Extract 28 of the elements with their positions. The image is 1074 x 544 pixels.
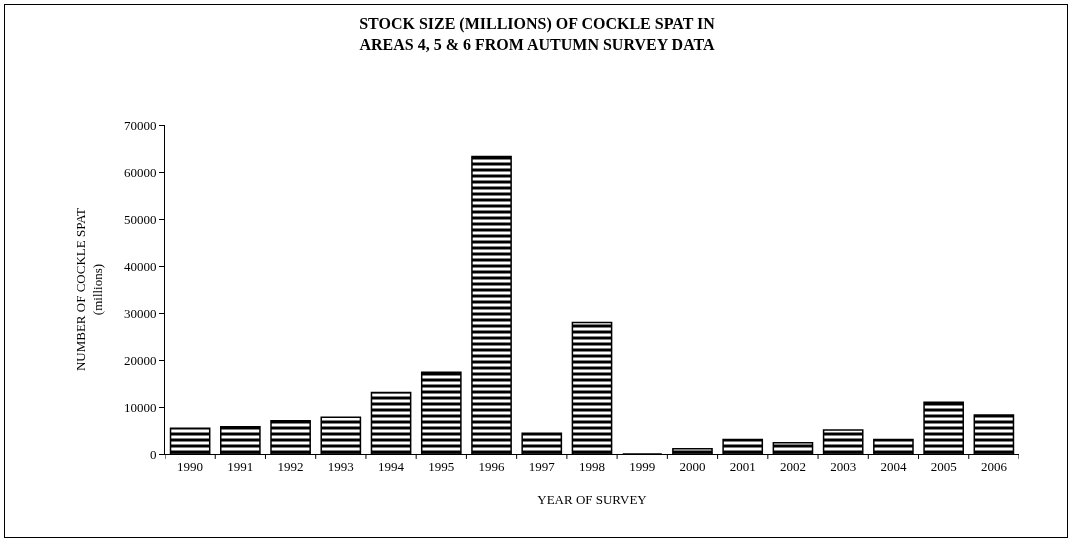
y-tick-label: 10000 [123,399,157,415]
x-tick-label: 1996 [478,458,506,474]
x-tick-label: 2000 [679,458,706,474]
x-tick-label: 1990 [177,458,204,474]
x-tick-label: 2004 [880,458,907,474]
x-tick-label: 2003 [830,458,857,474]
x-tick-label: 1991 [227,458,254,474]
x-tick-label: 2001 [729,458,756,474]
x-tick-label: 1999 [629,458,656,474]
x-tick-label: 1994 [378,458,405,474]
chart-title: STOCK SIZE (MILLIONS) OF COCKLE SPAT IN AREAS 4, 5 & 6 FROM AUTUMN SURVEY DATA [359,15,716,53]
x-tick-label: 1997 [528,458,556,474]
y-tick-label: 50000 [123,211,157,227]
y-axis-title: NUMBER OF COCKLE SPAT (millions) [72,207,105,372]
x-axis-title: YEAR OF SURVEY [537,492,648,508]
x-tick-label: 1995 [428,458,455,474]
y-tick-label: 60000 [123,164,157,180]
x-tick-label: 2002 [779,458,806,474]
x-tick-label: 1998 [579,458,605,474]
x-tick-label: 2005 [930,458,957,474]
y-tick-label: 20000 [123,352,157,368]
y-tick-label: 40000 [123,258,157,274]
y-tick-label: 0 [149,446,157,462]
y-tick-label: 30000 [123,305,157,321]
y-tick-label: 70000 [123,117,157,133]
x-tick-label: 1993 [327,458,354,474]
x-tick-label: 1992 [277,458,304,474]
x-tick-label: 2006 [980,458,1008,474]
